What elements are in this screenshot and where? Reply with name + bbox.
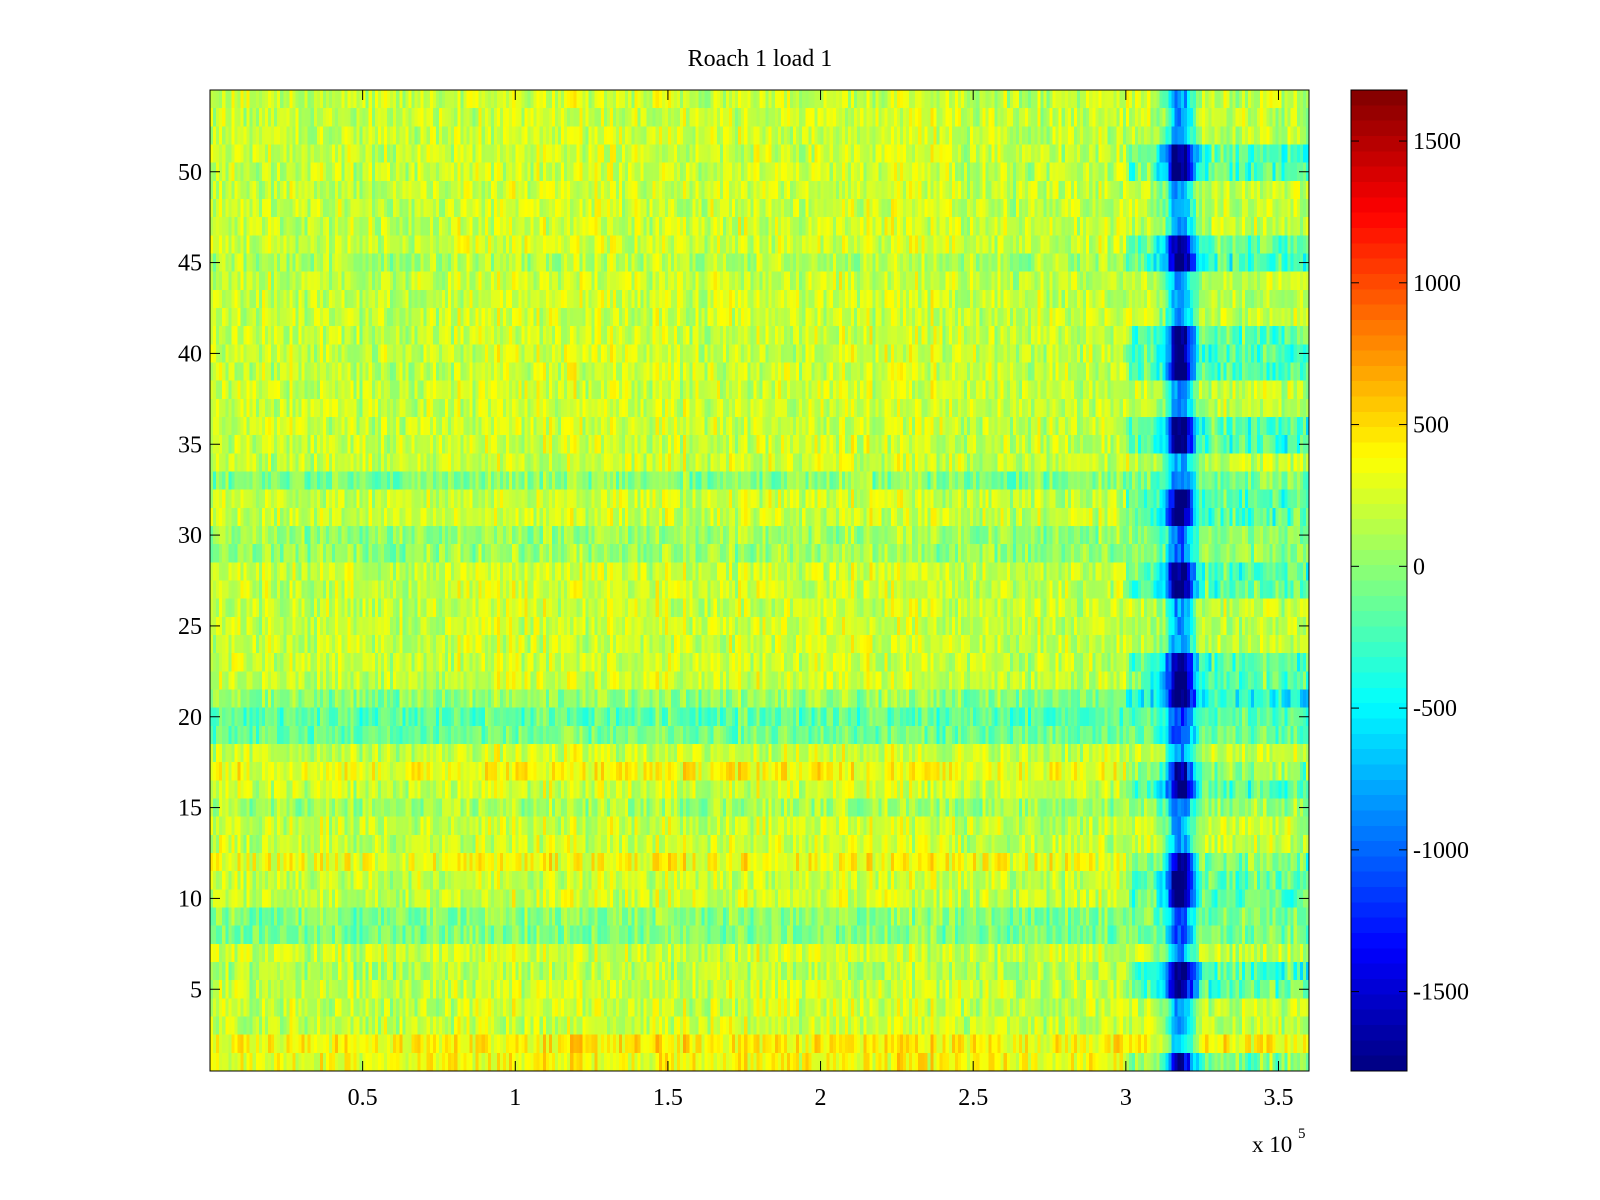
colorbar: 1500 1000 500 0 -500 -1000 -1500 bbox=[1350, 89, 1469, 1072]
heatmap-layer bbox=[210, 90, 1309, 1071]
y-tick-label: 5 bbox=[190, 977, 202, 1003]
colorbar-tick-label: 1500 bbox=[1413, 129, 1461, 155]
x-tick-label: 2.5 bbox=[958, 1085, 988, 1111]
colorbar-frame bbox=[1350, 89, 1408, 1072]
x-tick-label: 3 bbox=[1120, 1085, 1132, 1111]
x-multiplier-base: x 10 bbox=[1252, 1132, 1292, 1157]
plot-area-frame bbox=[209, 89, 1310, 1072]
heatmap-image bbox=[210, 90, 1309, 1071]
y-axis: 5 10 15 20 25 30 35 40 45 50 bbox=[178, 160, 1309, 1003]
colorbar-tick-label: 500 bbox=[1413, 413, 1449, 439]
colorbar-gradient bbox=[1351, 90, 1407, 1071]
y-tick-label: 35 bbox=[178, 432, 202, 458]
chart-title: Roach 1 load 1 bbox=[688, 46, 833, 72]
colorbar-ticks: 1500 1000 500 0 -500 -1000 -1500 bbox=[1351, 129, 1469, 1006]
y-tick-label: 10 bbox=[178, 886, 202, 912]
y-tick-label: 20 bbox=[178, 705, 202, 731]
x-tick-label: 1 bbox=[509, 1085, 521, 1111]
x-axis-multiplier: x 10 5 bbox=[1252, 1126, 1306, 1157]
x-multiplier-exponent: 5 bbox=[1298, 1126, 1306, 1142]
x-tick-label: 1.5 bbox=[653, 1085, 683, 1111]
y-tick-label: 40 bbox=[178, 341, 202, 367]
y-tick-label: 30 bbox=[178, 523, 202, 549]
y-tick-label: 25 bbox=[178, 614, 202, 640]
x-tick-label: 2 bbox=[815, 1085, 827, 1111]
colorbar-tick-label: 0 bbox=[1413, 554, 1425, 580]
colorbar-tick-label: 1000 bbox=[1413, 271, 1461, 297]
y-tick-label: 50 bbox=[178, 160, 202, 186]
colorbar-tick-label: -1000 bbox=[1413, 838, 1469, 864]
colorbar-tick-label: -500 bbox=[1413, 696, 1457, 722]
y-tick-label: 45 bbox=[178, 251, 202, 277]
y-tick-label: 15 bbox=[178, 796, 202, 822]
x-tick-label: 3.5 bbox=[1263, 1085, 1293, 1111]
colorbar-tick-label: -1500 bbox=[1413, 980, 1469, 1006]
x-axis: 0.5 1 1.5 2 2.5 3 3.5 bbox=[348, 90, 1293, 1111]
x-tick-label: 0.5 bbox=[348, 1085, 378, 1111]
